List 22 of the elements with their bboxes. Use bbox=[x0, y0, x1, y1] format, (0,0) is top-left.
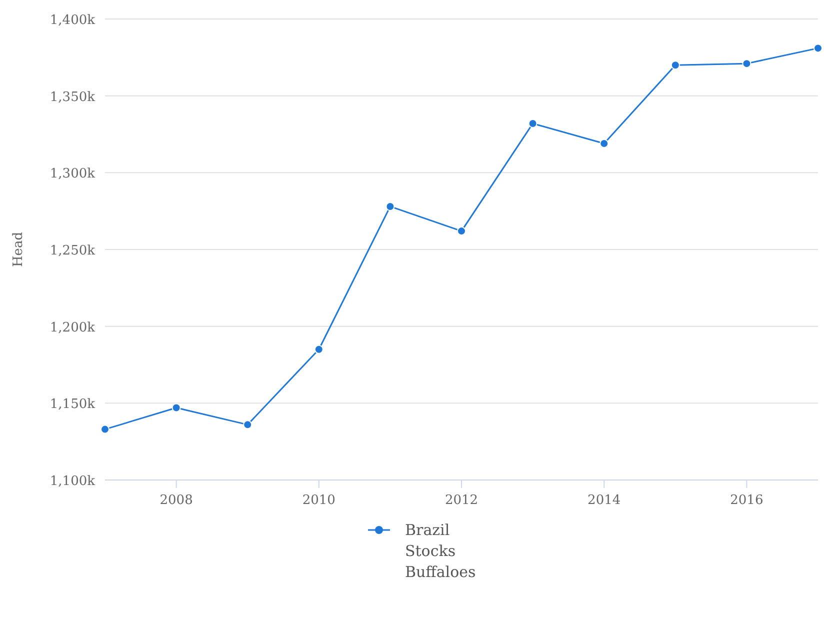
point bbox=[600, 138, 609, 148]
y-axis-title: Head bbox=[11, 232, 26, 268]
x-tick-label: 2008 bbox=[160, 493, 193, 508]
point bbox=[814, 44, 822, 53]
point bbox=[742, 59, 752, 68]
y-tick-label: 1,350k bbox=[50, 90, 96, 105]
x-tick-label: 2010 bbox=[302, 493, 336, 508]
x-tick-label: 2016 bbox=[730, 493, 764, 508]
y-tick-label: 1,200k bbox=[50, 320, 96, 336]
y-tick-label: 1,300k bbox=[50, 166, 96, 182]
y-tick-label: 1,150k bbox=[50, 397, 96, 412]
point bbox=[100, 424, 110, 434]
point bbox=[670, 60, 680, 70]
y-tick-label: 1,400k bbox=[50, 13, 96, 28]
y-tick-label: 1,100k bbox=[50, 474, 96, 489]
point bbox=[314, 344, 324, 354]
y-tick-label: 1,250k bbox=[50, 244, 96, 258]
legend-label: Brazil Stocks Buffaloes bbox=[405, 521, 476, 581]
x-tick-label: 2012 bbox=[444, 493, 478, 508]
point bbox=[243, 420, 252, 430]
point bbox=[172, 403, 181, 412]
x-tick-label: 2014 bbox=[588, 493, 621, 508]
